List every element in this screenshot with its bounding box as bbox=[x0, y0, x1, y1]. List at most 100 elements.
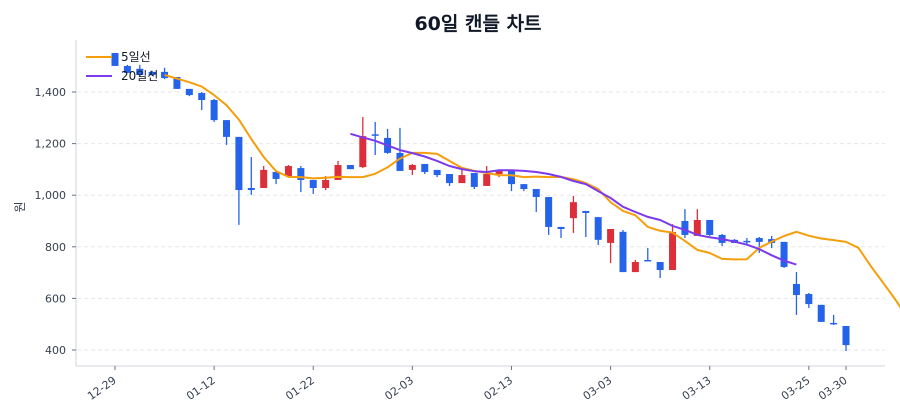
y-axis-label: 원 bbox=[13, 201, 27, 212]
grid-lines bbox=[77, 91, 885, 351]
y-tick-label: 400 bbox=[45, 344, 66, 357]
candle bbox=[223, 120, 231, 145]
candle-body bbox=[631, 262, 639, 273]
candle-body bbox=[111, 53, 119, 66]
candle-body bbox=[743, 240, 751, 243]
candle-body bbox=[198, 93, 206, 100]
candle bbox=[681, 209, 689, 239]
candle bbox=[446, 174, 454, 186]
candle bbox=[669, 224, 677, 271]
candle-body bbox=[805, 294, 813, 305]
candle-body bbox=[495, 170, 503, 175]
candle bbox=[161, 67, 169, 80]
candle-body bbox=[272, 171, 280, 179]
candle-body bbox=[260, 169, 268, 188]
candle-body bbox=[210, 99, 218, 121]
candle-body bbox=[755, 238, 763, 242]
candle bbox=[198, 92, 206, 111]
candle-body bbox=[681, 221, 689, 235]
x-tick-label: 01-22 bbox=[283, 374, 317, 403]
candle bbox=[185, 88, 193, 97]
y-tick-label: 1,400 bbox=[35, 86, 67, 99]
candle-body bbox=[247, 187, 255, 191]
candle bbox=[384, 128, 392, 154]
candle bbox=[408, 163, 416, 176]
candle bbox=[111, 53, 119, 66]
candle bbox=[619, 230, 627, 273]
candle bbox=[470, 173, 478, 190]
candle-body bbox=[669, 232, 677, 271]
candle-body bbox=[408, 165, 416, 170]
candle bbox=[532, 189, 540, 212]
candle-body bbox=[223, 120, 231, 137]
ma20-line bbox=[350, 132, 797, 266]
candle bbox=[346, 165, 354, 170]
candle-body bbox=[842, 326, 850, 346]
moving-average-lines bbox=[164, 74, 900, 309]
candle-body bbox=[557, 226, 565, 229]
candle-body bbox=[334, 165, 342, 180]
candle-body bbox=[309, 179, 317, 188]
candle bbox=[805, 292, 813, 308]
x-axis-ticks: 12-29 01-12 01-22 02-03 02-13 03-03 03-13 03-25… bbox=[85, 366, 850, 403]
candle bbox=[359, 117, 367, 169]
candle-body bbox=[607, 228, 615, 243]
candle bbox=[210, 98, 218, 122]
legend-ma5-label: 5일선 bbox=[121, 50, 151, 64]
candle-body bbox=[594, 217, 602, 240]
candle-body bbox=[644, 259, 652, 262]
candle-body bbox=[619, 231, 627, 273]
candle-body bbox=[136, 68, 144, 75]
candle bbox=[123, 64, 131, 73]
candle bbox=[755, 236, 763, 253]
candle bbox=[507, 169, 515, 192]
candle-body bbox=[421, 163, 429, 172]
x-tick-label: 02-03 bbox=[382, 374, 416, 403]
candle bbox=[272, 171, 280, 185]
candle bbox=[594, 217, 602, 245]
candle bbox=[371, 121, 379, 155]
candle-body bbox=[284, 166, 292, 177]
candle bbox=[631, 259, 639, 273]
candle bbox=[260, 166, 268, 188]
candle-body bbox=[582, 210, 590, 214]
candle bbox=[235, 136, 243, 225]
candle-body bbox=[297, 168, 305, 180]
x-tick-label: 03-30 bbox=[816, 374, 850, 403]
candle bbox=[817, 304, 825, 322]
candle-body bbox=[569, 202, 577, 219]
candle bbox=[545, 197, 553, 235]
legend: 5일선 20일선 bbox=[86, 50, 158, 83]
candle-body bbox=[396, 152, 404, 171]
candle bbox=[607, 228, 615, 264]
candle-body bbox=[706, 219, 714, 235]
y-tick-label: 800 bbox=[45, 241, 66, 254]
candle-body bbox=[520, 184, 528, 190]
candle-body bbox=[173, 77, 181, 89]
candle-body bbox=[433, 169, 441, 176]
ma5-line bbox=[164, 74, 900, 309]
x-tick-label: 03-03 bbox=[581, 374, 615, 403]
candle bbox=[421, 163, 429, 175]
candle bbox=[247, 157, 255, 195]
candle bbox=[644, 248, 652, 262]
candle bbox=[136, 64, 144, 78]
candle-body bbox=[532, 189, 540, 198]
candle bbox=[582, 210, 590, 237]
candle bbox=[693, 209, 701, 236]
candle-body bbox=[359, 136, 367, 168]
y-tick-label: 1,000 bbox=[35, 189, 67, 202]
candle bbox=[830, 314, 838, 325]
candle-body bbox=[780, 241, 788, 267]
candle-body bbox=[185, 88, 193, 96]
candle bbox=[780, 241, 788, 268]
candle-body bbox=[148, 71, 156, 75]
candle bbox=[483, 166, 491, 186]
candle bbox=[309, 179, 317, 194]
candle bbox=[284, 165, 292, 177]
candle-body bbox=[161, 71, 169, 79]
candle bbox=[706, 219, 714, 236]
y-tick-label: 600 bbox=[45, 292, 66, 305]
candle bbox=[792, 272, 800, 315]
